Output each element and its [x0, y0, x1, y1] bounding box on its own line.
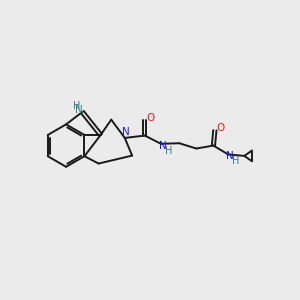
Text: N: N [76, 105, 83, 115]
Text: H: H [165, 146, 172, 156]
Text: O: O [146, 113, 154, 123]
Text: N: N [159, 141, 166, 151]
Text: H: H [232, 156, 240, 166]
Text: N: N [226, 152, 234, 161]
Text: H: H [73, 100, 81, 110]
Text: N: N [122, 127, 130, 137]
Text: O: O [216, 123, 224, 133]
